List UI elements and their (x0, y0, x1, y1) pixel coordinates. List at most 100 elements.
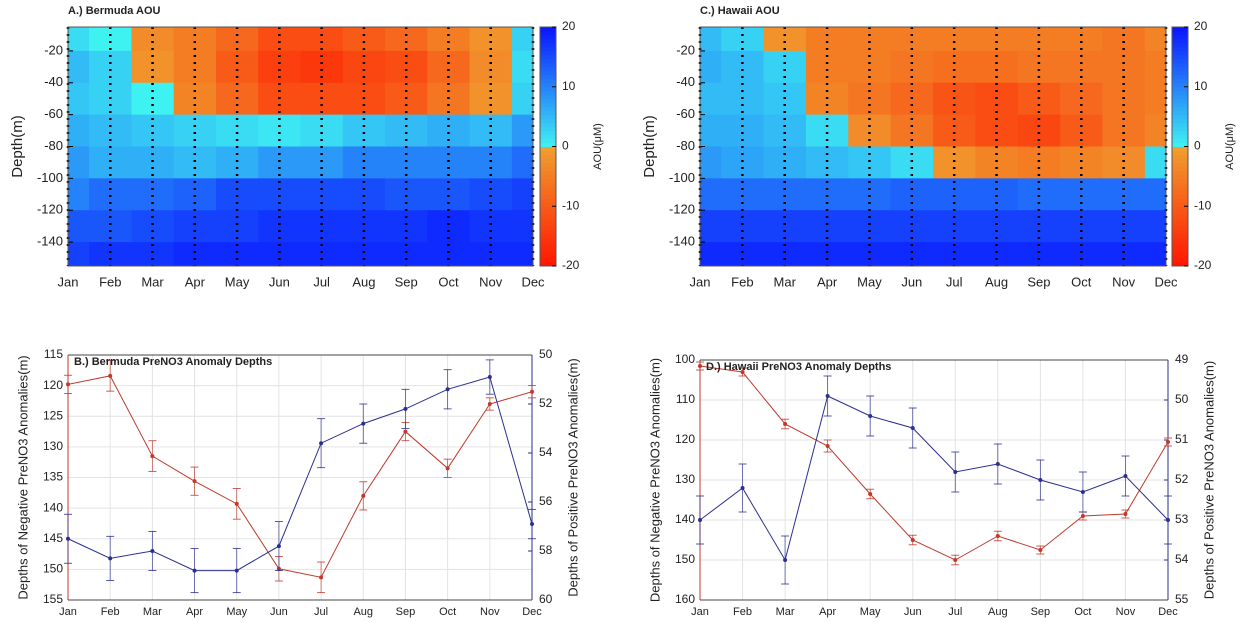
colorbar-step (1172, 158, 1188, 163)
y-axis-label: Depth(m) (641, 115, 658, 178)
point (825, 394, 830, 398)
colorbar-step (540, 58, 556, 64)
heat-cell (300, 114, 344, 147)
heat-cell (215, 114, 259, 147)
colorbar-step (1172, 126, 1188, 132)
y2-tick-label: 56 (539, 494, 553, 508)
y2-tick-label: 58 (539, 543, 553, 557)
colorbar-step (1172, 246, 1188, 251)
heat-cell (763, 242, 807, 267)
heat-cell (1102, 146, 1146, 179)
colorbar-step (540, 42, 556, 48)
heat-cell (721, 242, 765, 267)
colorbar-step (540, 234, 556, 239)
heat-cell (1017, 146, 1061, 179)
colorbar-step (1172, 102, 1188, 108)
y-tick-label: 125 (43, 408, 63, 422)
heat-cell (68, 114, 90, 147)
heat-cell (215, 146, 259, 179)
heat-cell (1102, 178, 1146, 211)
colorbar-step (540, 214, 556, 219)
colorbar-step (1172, 58, 1188, 64)
y-tick-label: 150 (43, 562, 63, 576)
colorbar-step (1172, 162, 1188, 167)
heat-cell (721, 114, 765, 147)
heat-cell (700, 210, 722, 243)
colorbar-step (1172, 114, 1188, 120)
heat-cell (469, 146, 513, 179)
heat-cell (68, 50, 90, 84)
y2-tick-label: 51 (1175, 432, 1189, 446)
heat-cell (805, 114, 849, 147)
heat-cell (1144, 27, 1167, 52)
y2-tick-label: 55 (1175, 592, 1189, 606)
heat-cell (1017, 114, 1061, 147)
point (192, 568, 197, 573)
heat-cell (511, 242, 534, 267)
point (910, 538, 915, 542)
heat-cell (68, 27, 90, 52)
heat-cell (68, 242, 90, 267)
colorbar-step (1172, 238, 1188, 243)
heat-cell (933, 242, 976, 267)
x-tick-label: Mar (143, 606, 162, 618)
heat-cell (258, 114, 301, 147)
colorbar-step (1172, 78, 1188, 84)
heat-cell (258, 242, 301, 267)
series-line (67, 376, 533, 572)
colorbar-step (540, 150, 556, 155)
heat-cell (890, 27, 934, 52)
point (66, 536, 70, 541)
colorbar-step (540, 70, 556, 76)
point (1166, 518, 1170, 522)
y-tick-label: -40 (676, 74, 695, 89)
colorbar-step (540, 38, 556, 44)
heat-cell (385, 146, 428, 179)
colorbar-step (1172, 250, 1188, 255)
heat-cell (700, 146, 722, 179)
colorbar-step (1172, 154, 1188, 159)
heat-cell (933, 146, 976, 179)
heat-cell (342, 27, 386, 52)
y-axis-label: Depths of Negative PreNO3 Anomalies(m) (647, 358, 662, 602)
colorbar-step (1172, 166, 1188, 171)
colorbar-step (540, 122, 556, 128)
point (361, 421, 366, 426)
colorbar-step (540, 158, 556, 163)
heat-cell (805, 178, 849, 211)
colorbar-step (1172, 186, 1188, 191)
point (403, 406, 408, 411)
point (530, 389, 534, 394)
y2-tick-label: 52 (539, 396, 553, 410)
y-tick-label: 115 (44, 347, 63, 361)
series-line (699, 395, 1169, 562)
heat-cell (700, 178, 722, 211)
heat-cell (1017, 178, 1061, 211)
x-tick-label: Oct (1074, 606, 1091, 618)
colorbar-step (540, 190, 556, 195)
x-tick-label: Oct (439, 606, 456, 618)
y-tick-label: 140 (675, 512, 695, 526)
colorbar-step (540, 86, 556, 92)
colorbar-step (540, 62, 556, 68)
y-tick-label: 155 (43, 592, 63, 606)
heat-cell (215, 27, 259, 52)
y2-tick-label: 50 (1175, 392, 1189, 406)
point (995, 462, 1000, 466)
point (698, 364, 702, 368)
colorbar-step (540, 182, 556, 187)
colorbar-step (1172, 90, 1188, 96)
x-tick-label: Sep (396, 606, 416, 618)
heat-cell (511, 82, 534, 116)
colorbar-step (1172, 138, 1188, 144)
y-tick-label: 160 (675, 592, 695, 606)
colorbar-step (540, 130, 556, 136)
heat-cell (1144, 114, 1167, 147)
heat-cell (300, 178, 344, 211)
colorbar-step (540, 178, 556, 183)
heat-cell (805, 27, 849, 52)
heat-cell (173, 146, 217, 179)
colorbar-step (540, 254, 556, 259)
x-tick-label: Sep (1031, 606, 1051, 618)
colorbar-label: AOU(μM) (1224, 123, 1236, 170)
